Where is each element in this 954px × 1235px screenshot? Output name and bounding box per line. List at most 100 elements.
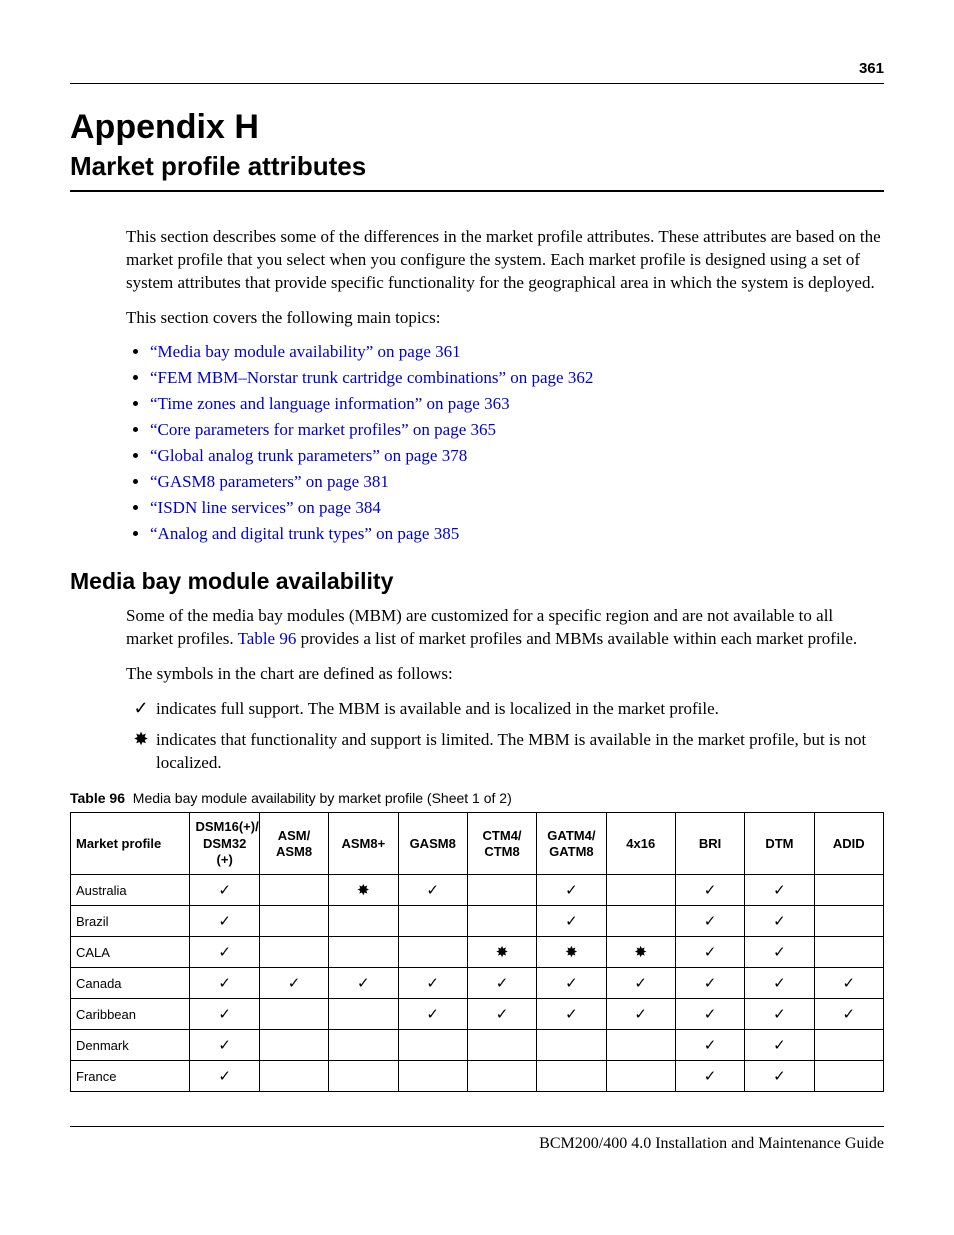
topic-item: “Time zones and language information” on… xyxy=(150,394,884,414)
footer-text: BCM200/400 4.0 Installation and Maintena… xyxy=(70,1135,884,1153)
table-cell: ✓ xyxy=(467,999,536,1030)
topic-link[interactable]: “Core parameters for market profiles” on… xyxy=(150,420,496,439)
table-cell: ✓ xyxy=(398,999,467,1030)
title-rule xyxy=(70,190,884,192)
table-cell: ✓ xyxy=(537,968,606,999)
topic-link[interactable]: “Global analog trunk parameters” on page… xyxy=(150,446,467,465)
table-cell: ✓ xyxy=(606,968,675,999)
table-cell xyxy=(259,999,328,1030)
table-cell: ✸ xyxy=(606,937,675,968)
table-cell xyxy=(537,1061,606,1092)
table-cell xyxy=(537,1030,606,1061)
table-cell: ✓ xyxy=(329,968,398,999)
table-header-cell: BRI xyxy=(675,813,744,875)
table-cell xyxy=(329,937,398,968)
table-header-cell: CTM4/CTM8 xyxy=(467,813,536,875)
table-header-cell: DTM xyxy=(745,813,814,875)
table-cell xyxy=(606,875,675,906)
table-cell xyxy=(814,1061,883,1092)
table-cell: ✓ xyxy=(745,1061,814,1092)
table-cell xyxy=(259,1030,328,1061)
appendix-subtitle: Market profile attributes xyxy=(70,151,884,182)
table-cell: ✓ xyxy=(675,875,744,906)
table-cell: ✓ xyxy=(537,875,606,906)
topic-link[interactable]: “FEM MBM–Norstar trunk cartridge combina… xyxy=(150,368,593,387)
table-row: CALA✓✸✸✸✓✓ xyxy=(71,937,884,968)
table-cell: ✓ xyxy=(190,1030,259,1061)
table-cell: ✓ xyxy=(745,937,814,968)
section-heading: Media bay module availability xyxy=(70,568,884,595)
symbol-description: indicates that functionality and support… xyxy=(156,729,884,775)
table-row: France✓✓✓ xyxy=(71,1061,884,1092)
table-cell xyxy=(606,906,675,937)
table-header-cell: GATM4/GATM8 xyxy=(537,813,606,875)
topic-item: “Analog and digital trunk types” on page… xyxy=(150,524,884,544)
table-row: Caribbean✓✓✓✓✓✓✓✓ xyxy=(71,999,884,1030)
table-cell xyxy=(398,1030,467,1061)
table-cell: ✓ xyxy=(675,937,744,968)
market-profile-cell: Caribbean xyxy=(71,999,190,1030)
table-cell: ✓ xyxy=(814,968,883,999)
table-cell: ✓ xyxy=(606,999,675,1030)
table-header-cell: DSM16(+)/DSM32 (+) xyxy=(190,813,259,875)
page-number: 361 xyxy=(70,60,884,77)
symbol-legend: ✓indicates full support. The MBM is avai… xyxy=(126,698,884,775)
topics-list: “Media bay module availability” on page … xyxy=(126,342,884,544)
table-header-cell: GASM8 xyxy=(398,813,467,875)
symbol-glyph: ✸ xyxy=(126,729,156,751)
table-cell xyxy=(814,906,883,937)
table-cell: ✓ xyxy=(190,1061,259,1092)
table-cell: ✓ xyxy=(537,906,606,937)
table-cell xyxy=(259,937,328,968)
table-cell xyxy=(814,1030,883,1061)
table-cell: ✓ xyxy=(467,968,536,999)
table-cell xyxy=(467,1030,536,1061)
table-96-link[interactable]: Table 96 xyxy=(238,629,297,648)
table-cell: ✓ xyxy=(675,1030,744,1061)
table-cell: ✓ xyxy=(745,1030,814,1061)
top-rule xyxy=(70,83,884,84)
table-cell xyxy=(814,937,883,968)
topic-link[interactable]: “Media bay module availability” on page … xyxy=(150,342,461,361)
topic-link[interactable]: “Time zones and language information” on… xyxy=(150,394,510,413)
topic-link[interactable]: “ISDN line services” on page 384 xyxy=(150,498,381,517)
table-cell: ✓ xyxy=(675,906,744,937)
section-para-post: provides a list of market profiles and M… xyxy=(296,629,857,648)
mbm-availability-table: Market profileDSM16(+)/DSM32 (+)ASM/ASM8… xyxy=(70,812,884,1092)
table-cell xyxy=(467,875,536,906)
market-profile-cell: Brazil xyxy=(71,906,190,937)
symbol-description: indicates full support. The MBM is avail… xyxy=(156,698,884,721)
table-cell: ✓ xyxy=(814,999,883,1030)
table-cell xyxy=(814,875,883,906)
topic-item: “Media bay module availability” on page … xyxy=(150,342,884,362)
topic-item: “Global analog trunk parameters” on page… xyxy=(150,446,884,466)
table-cell xyxy=(398,906,467,937)
table-row: Australia✓✸✓✓✓✓ xyxy=(71,875,884,906)
topic-item: “ISDN line services” on page 384 xyxy=(150,498,884,518)
section-paragraph: Some of the media bay modules (MBM) are … xyxy=(126,605,884,651)
table-header-cell: 4x16 xyxy=(606,813,675,875)
table-cell: ✸ xyxy=(329,875,398,906)
table-row: Brazil✓✓✓✓ xyxy=(71,906,884,937)
table-cell: ✓ xyxy=(190,937,259,968)
market-profile-cell: Australia xyxy=(71,875,190,906)
table-cell xyxy=(259,875,328,906)
topic-link[interactable]: “GASM8 parameters” on page 381 xyxy=(150,472,389,491)
market-profile-cell: CALA xyxy=(71,937,190,968)
table-cell: ✓ xyxy=(259,968,328,999)
table-cell: ✓ xyxy=(745,906,814,937)
table-cell: ✓ xyxy=(675,999,744,1030)
table-cell xyxy=(259,1061,328,1092)
appendix-title: Appendix H xyxy=(70,108,884,147)
table-cell xyxy=(329,906,398,937)
table-row: Canada✓✓✓✓✓✓✓✓✓✓ xyxy=(71,968,884,999)
symbol-legend-row: ✓indicates full support. The MBM is avai… xyxy=(126,698,884,721)
table-cell xyxy=(329,1061,398,1092)
table-row: Denmark✓✓✓ xyxy=(71,1030,884,1061)
table-cell: ✓ xyxy=(745,875,814,906)
table-cell xyxy=(398,1061,467,1092)
topic-link[interactable]: “Analog and digital trunk types” on page… xyxy=(150,524,459,543)
table-cell: ✓ xyxy=(745,999,814,1030)
table-cell xyxy=(467,906,536,937)
table-cell xyxy=(398,937,467,968)
